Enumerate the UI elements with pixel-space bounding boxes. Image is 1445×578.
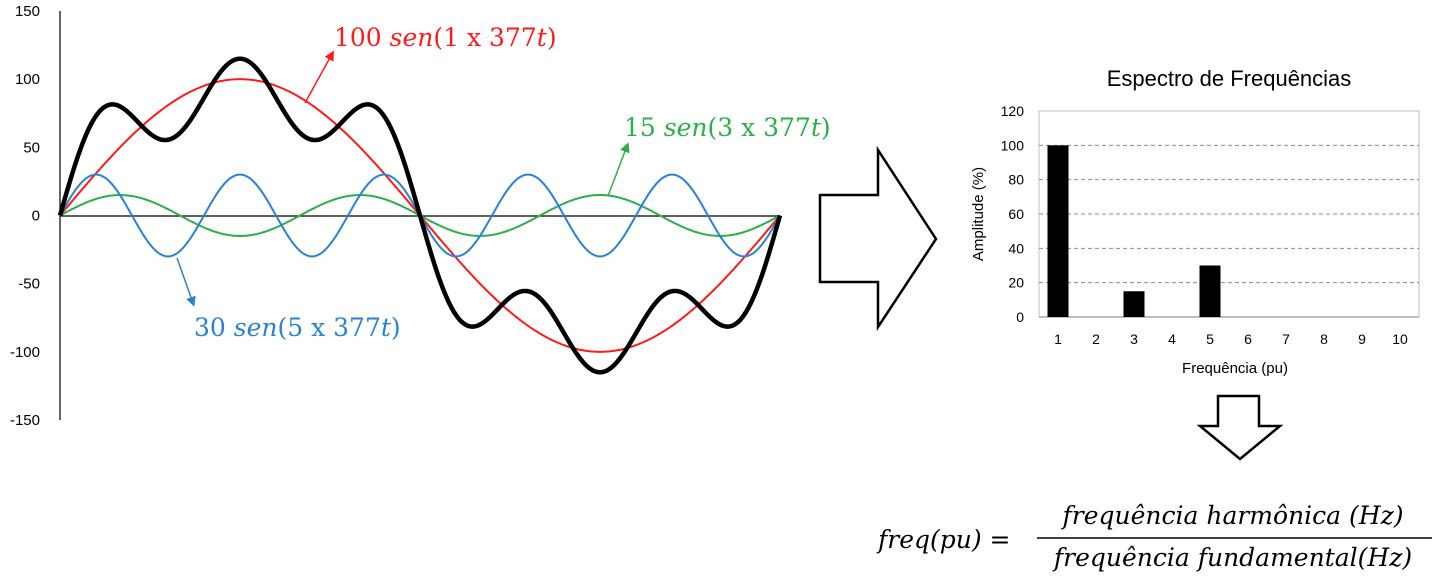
spectrum-bar-5 [1199, 265, 1221, 317]
red-wave-label: 100 sen(1 x 377t) [334, 23, 557, 52]
right-arrow-icon [818, 145, 938, 332]
formula-lhs: freq(pu) = [876, 525, 1011, 554]
spectrum-x-label: Frequência (pu) [1182, 360, 1288, 377]
spectrum-y-tick-label: 80 [1008, 172, 1024, 188]
spectrum-y-tick-label: 100 [1001, 137, 1025, 153]
spectrum-y-label: Amplitude (%) [970, 167, 987, 261]
spectrum-x-tick-label: 7 [1282, 331, 1290, 347]
spectrum-x-tick-label: 10 [1392, 331, 1408, 347]
spectrum-bar-1 [1047, 145, 1069, 317]
spectrum-x-ticks: 1 2 3 4 5 6 7 8 9 10 [1054, 331, 1408, 347]
spectrum-bar-3 [1123, 291, 1145, 317]
spectrum-gridlines [1039, 144, 1419, 284]
spectrum-title: Espectro de Frequências [1107, 66, 1352, 91]
waveform-y-tick-label: -50 [18, 276, 40, 293]
waveform-y-tick-label: -150 [10, 412, 40, 429]
waveform-y-tick-label: 100 [15, 71, 40, 88]
spectrum-chart: Espectro de Frequências 0 20 40 60 80 100 1 2 0 … [970, 66, 1420, 377]
spectrum-x-tick-label: 3 [1130, 331, 1138, 347]
spectrum-y-tick-label: 40 [1008, 240, 1024, 256]
pu-formula: freq(pu) = frequência harmônica (Hz) fre… [876, 501, 1432, 572]
spectrum-bars [1047, 145, 1221, 317]
spectrum-y-tick-label: 20 [1008, 275, 1024, 291]
green-wave-label: 15 sen(3 x 377t) [624, 113, 831, 142]
red-label-arrow [304, 50, 334, 104]
formula-numerator: frequência harmônica (Hz) [1061, 501, 1404, 530]
blue-wave-label: 30 sen(5 x 377t) [194, 313, 401, 342]
spectrum-x-tick-label: 5 [1206, 331, 1214, 347]
waveform-y-tick-label: -100 [10, 344, 40, 361]
waveform-y-tick-label: 150 [15, 3, 40, 20]
waveform-plot: 150 100 50 0 -50 -100 -150 [10, 3, 783, 429]
spectrum-x-tick-label: 4 [1168, 331, 1176, 347]
down-arrow-icon [1196, 394, 1284, 461]
composite-wave-line [57, 56, 783, 375]
spectrum-y-tick-label: 0 [1016, 309, 1024, 325]
formula-denominator: frequência fundamental(Hz) [1052, 543, 1412, 572]
spectrum-y-tick-label: 120 [1001, 103, 1025, 119]
spectrum-x-tick-label: 9 [1358, 331, 1366, 347]
waveform-y-ticks: 150 100 50 0 -50 -100 -150 [10, 3, 40, 429]
spectrum-x-tick-label: 2 [1092, 331, 1100, 347]
spectrum-y-tick-label: 60 [1008, 206, 1024, 222]
spectrum-x-tick-label: 1 [1054, 331, 1062, 347]
spectrum-x-tick-label: 6 [1244, 331, 1252, 347]
blue-label-arrow [176, 257, 196, 307]
waveform-y-tick-label: 0 [32, 208, 40, 225]
spectrum-x-tick-label: 8 [1320, 331, 1328, 347]
waveform-series [57, 56, 783, 375]
waveform-y-tick-label: 50 [23, 139, 40, 156]
green-label-arrow [607, 142, 630, 197]
spectrum-y-ticks: 0 20 40 60 80 100 120 [1001, 103, 1025, 325]
